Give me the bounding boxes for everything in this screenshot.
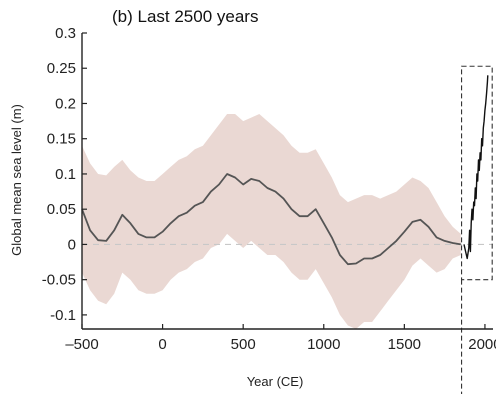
y-tick-label: 0.05 <box>47 201 76 218</box>
y-tick-label: 0.1 <box>55 166 76 183</box>
annotation-layer <box>461 65 493 394</box>
x-tick-label: 500 <box>231 336 256 353</box>
x-tick-label: 1000 <box>307 336 340 353</box>
y-tick-label: -0.05 <box>42 272 76 289</box>
tick-labels-layer: -0.1 -0.05 0 0.05 0.1 0.15 0.2 0.25 0.3 –500 0 500 1… <box>42 25 496 353</box>
axes-layer <box>81 32 493 330</box>
series-line-1 <box>81 173 461 266</box>
dashed-box-1 <box>461 65 493 281</box>
x-axis-title: Year (CE) <box>247 374 304 389</box>
series-line-layer <box>81 75 489 266</box>
y-tick-label: 0.25 <box>47 60 76 77</box>
x-tick-label: 1500 <box>388 336 421 353</box>
chart-title: (b) Last 2500 years <box>112 7 258 26</box>
y-tick-label: -0.1 <box>50 307 76 324</box>
y-tick-label: 0.2 <box>55 95 76 112</box>
uncertainty-band <box>82 114 461 329</box>
y-axis-title: Global mean sea level (m) <box>9 104 24 256</box>
series-line-2 <box>463 75 489 260</box>
y-tick-label: 0.3 <box>55 25 76 42</box>
y-tick-label: 0.15 <box>47 131 76 148</box>
y-tick-label: 0 <box>68 236 76 253</box>
x-tick-label: –500 <box>65 336 98 353</box>
x-tick-label: 2000 <box>468 336 496 353</box>
uncertainty-band-layer <box>82 114 461 329</box>
x-tick-label: 0 <box>158 336 166 353</box>
